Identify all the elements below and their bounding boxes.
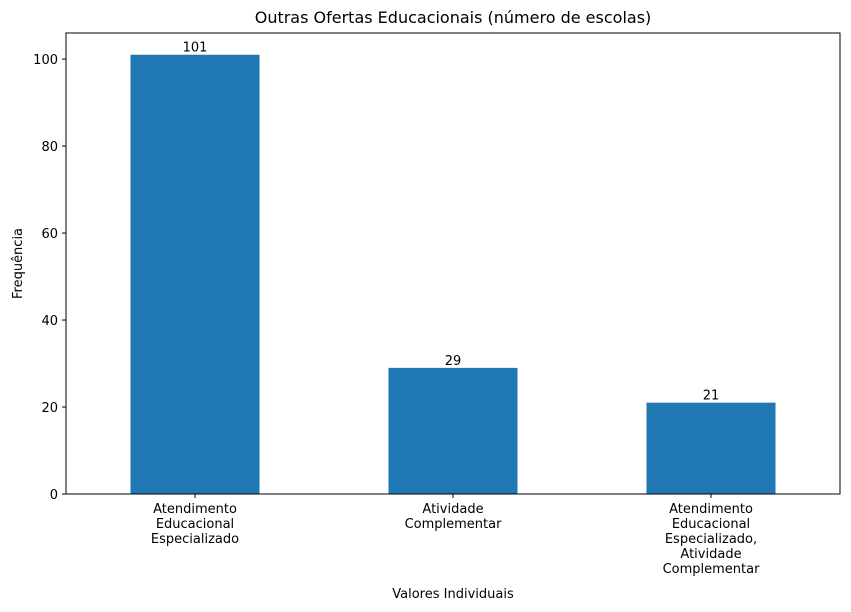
y-tick-label: 60 [41,227,58,242]
x-tick-label: Educacional [672,517,750,532]
x-tick-label: Complementar [663,562,761,577]
x-tick-label: Educacional [156,517,234,532]
x-tick-label: Atendimento [669,502,753,517]
y-tick-label: 100 [33,53,58,68]
x-axis-label: Valores Individuais [392,587,514,602]
x-tick-label: Atividade [680,547,741,562]
x-tick-label: Atividade [422,502,483,517]
plot-frame [65,32,841,495]
x-tick-label: Atendimento [153,502,237,517]
value-labels-group: 101 29 21 [183,41,720,404]
data-label: 29 [445,354,462,369]
data-label: 101 [183,41,208,56]
y-tick-label: 80 [41,140,58,155]
x-tick-label: Especializado [151,532,239,547]
bar [388,367,518,494]
y-axis: 0 20 40 60 80 100 [33,53,66,503]
x-tick-label: Especializado, [665,532,757,547]
chart-title: Outras Ofertas Educacionais (número de e… [255,8,652,27]
bars-group [130,54,776,495]
data-label: 21 [703,389,720,404]
y-tick-label: 20 [41,401,58,416]
y-tick-label: 0 [50,488,58,503]
y-axis-label: Frequência [11,228,26,299]
x-axis: AtendimentoEducacionalEspecializadoAtivi… [151,494,760,577]
x-tick-label: Complementar [405,517,503,532]
y-tick-label: 40 [41,314,58,329]
bar [646,402,776,494]
bar [130,54,260,495]
